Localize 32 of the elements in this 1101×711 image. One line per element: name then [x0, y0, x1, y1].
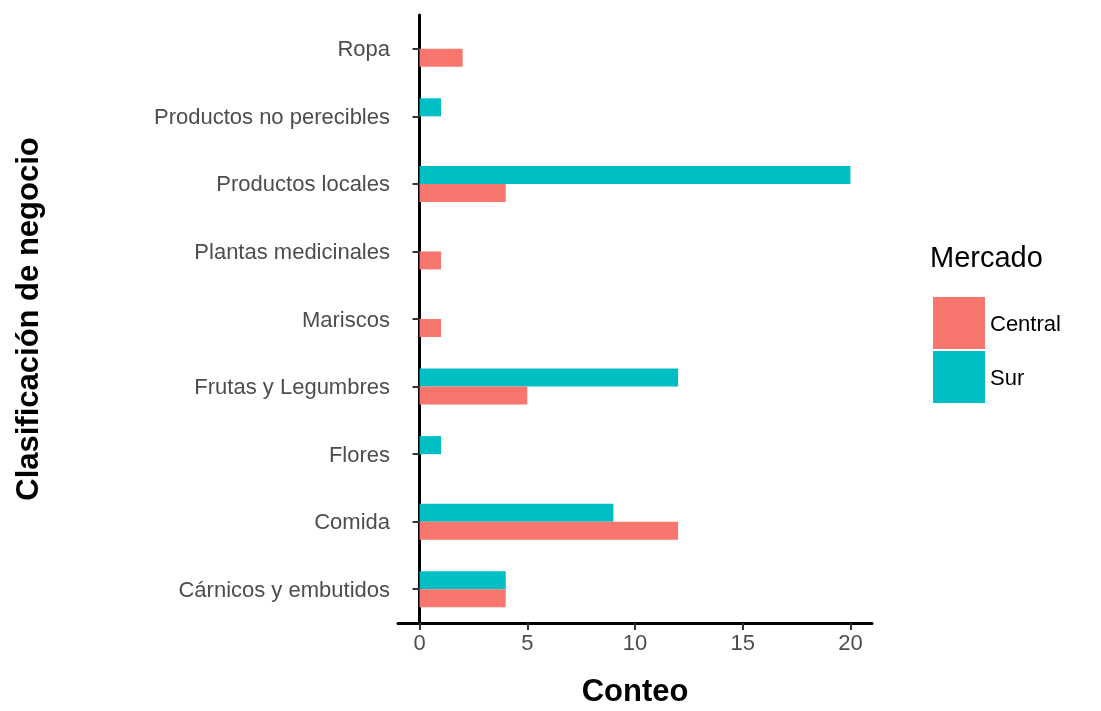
bar — [419, 386, 528, 405]
x-tick-label: 0 — [413, 629, 426, 655]
bar — [419, 503, 614, 522]
y-tick-label: Cárnicos y embutidos — [178, 576, 390, 602]
y-axis-title: Clasificación de negocio — [10, 137, 45, 501]
bar — [419, 48, 463, 67]
y-tick-label: Mariscos — [301, 306, 390, 332]
y-tick-label: Flores — [328, 441, 390, 467]
bar — [419, 98, 442, 117]
bar — [419, 251, 442, 270]
bar — [419, 165, 851, 184]
legend-title: Mercado — [930, 240, 1043, 273]
y-tick-label: Plantas medicinales — [194, 238, 390, 264]
x-tick-label: 20 — [838, 629, 863, 655]
x-axis-title: Conteo — [581, 673, 689, 708]
x-tick-label: 15 — [730, 629, 755, 655]
legend-label: Central — [990, 310, 1061, 336]
bar — [419, 571, 506, 590]
bar — [419, 368, 679, 387]
y-tick-label: Ropa — [337, 36, 391, 62]
x-tick-label: 10 — [622, 629, 648, 655]
bar — [419, 319, 442, 337]
x-tick-label: 5 — [521, 629, 534, 655]
bar — [419, 589, 506, 608]
legend-label: Sur — [990, 364, 1025, 390]
y-tick-label: Comida — [314, 509, 391, 535]
y-tick-label: Productos locales — [216, 171, 390, 197]
bar — [419, 436, 442, 455]
y-tick-label: Frutas y Legumbres — [194, 374, 390, 400]
y-tick-label: Productos no perecibles — [153, 103, 390, 129]
bar — [419, 183, 506, 202]
bar — [419, 521, 679, 540]
